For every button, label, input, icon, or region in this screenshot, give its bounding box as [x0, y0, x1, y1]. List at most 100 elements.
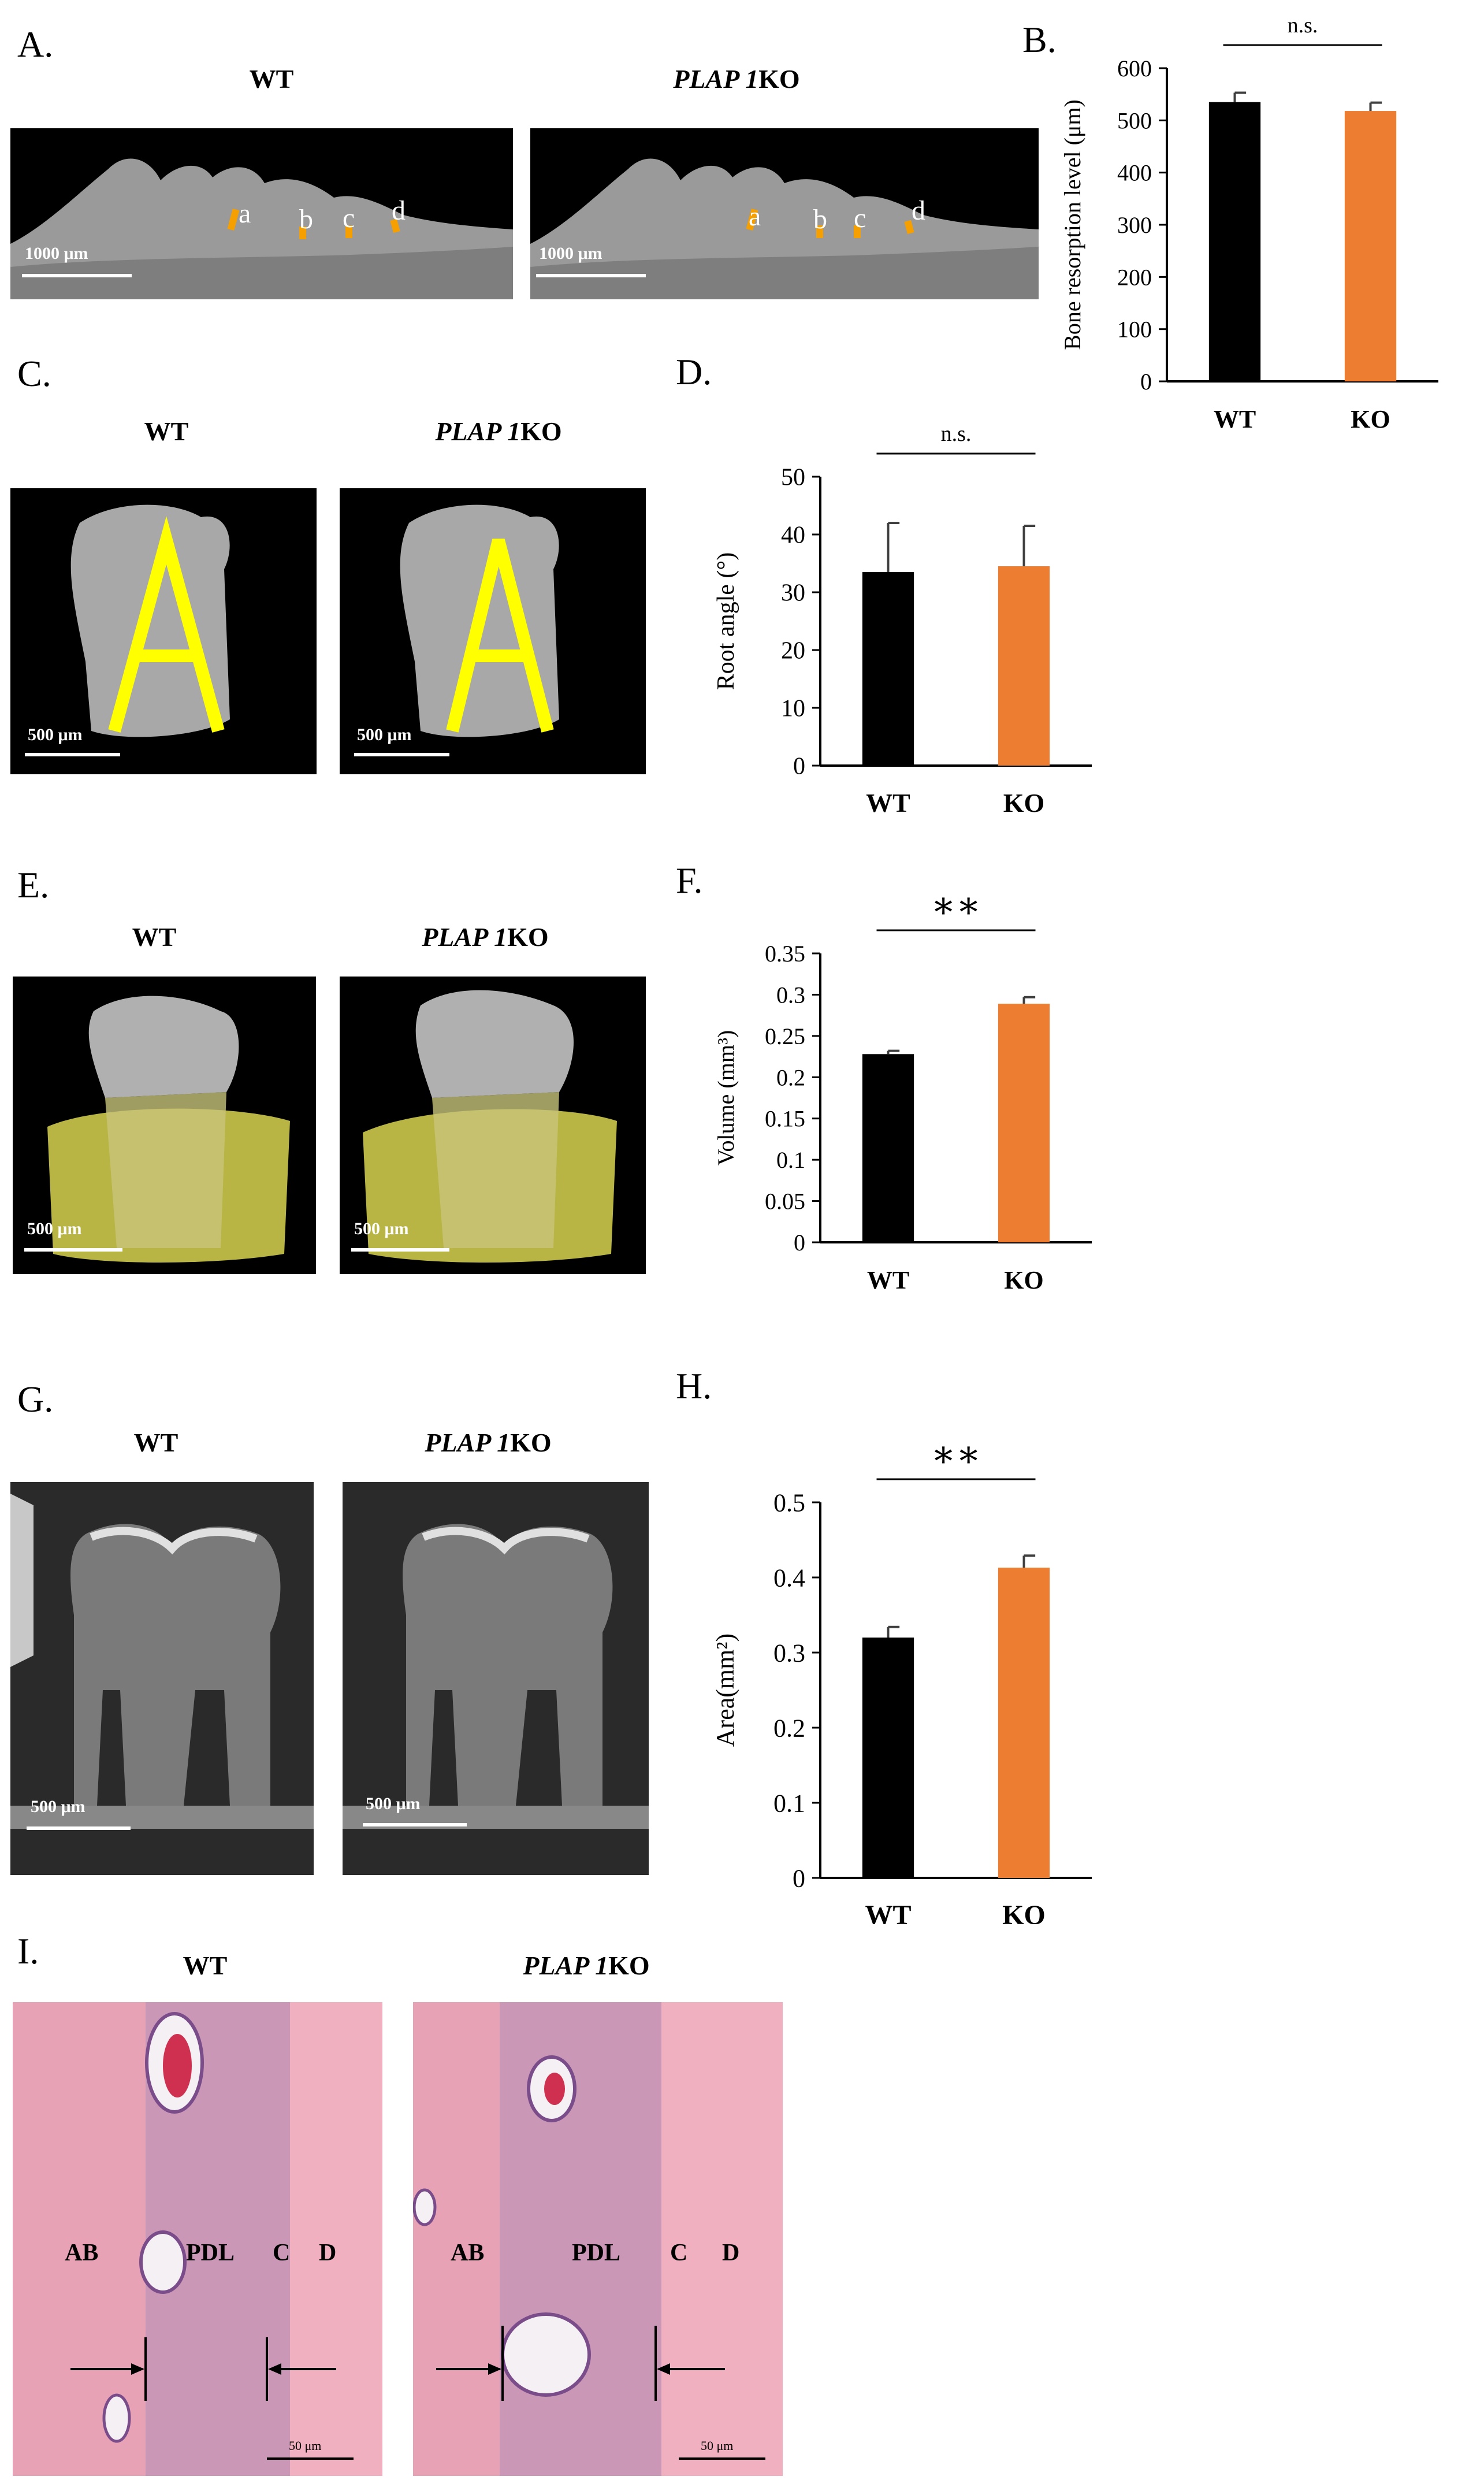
panel-i-wt-scale-label: 50 μm [289, 2438, 322, 2453]
x-tick-label: WT [1214, 405, 1256, 433]
y-tick-label: 0 [794, 1230, 805, 1256]
y-axis-label: Root angle (°) [713, 552, 739, 690]
panel-i-ko-scale-label: 50 μm [701, 2438, 734, 2453]
panel-a-ko-scale-bar [536, 274, 646, 277]
label-ab-wt: AB [65, 2240, 99, 2266]
chart-b: B. 0 100 200 300 400 500 600 Bone resorption lev… [1022, 13, 1438, 433]
jaw-rendering-wt [10, 128, 513, 299]
panel-label: F. [676, 860, 702, 901]
bar-ko [1344, 111, 1397, 381]
bar-ko [998, 1004, 1050, 1242]
panel-label-e: E. [17, 864, 50, 905]
y-tick-label: 0 [793, 1864, 805, 1892]
panel-g-ko-title: PLAP 1KO [425, 1428, 552, 1457]
bar-wt [862, 1638, 914, 1878]
tooth-root-angle-wt [70, 504, 230, 737]
label-c-wt: C [273, 2240, 291, 2266]
chart-d: D. 0 10 20 30 40 50 Root angle (°) WT KO n.s. [676, 351, 1092, 818]
jaw-rendering-ko [530, 128, 1039, 299]
bar-wt [862, 572, 914, 766]
label-c-ko: C [670, 2240, 688, 2266]
point-b-label-ko: b [813, 204, 827, 235]
significance-label: ∗∗ [931, 1434, 981, 1475]
x-tick-label: WT [865, 1900, 911, 1924]
point-c-label: c [343, 203, 355, 233]
y-tick-label: 500 [1117, 107, 1152, 133]
y-tick-label: 30 [781, 580, 805, 607]
panel-i-ko-title: PLAP 1KO [523, 1951, 650, 1980]
y-tick-label: 50 [781, 465, 805, 491]
panel-label: D. [676, 351, 712, 392]
y-axis-label: Area(mm²) [711, 1633, 739, 1747]
x-tick-label: KO [1002, 1900, 1046, 1924]
panel-a-wt-microct-image: 1000 μm a b c d [10, 128, 513, 299]
bar-ko [998, 1568, 1050, 1878]
y-tick-label: 10 [781, 696, 805, 722]
panel-c-ko-scale-bar [354, 753, 449, 756]
panel-a-wt-title: WT [249, 64, 294, 94]
point-a-label-ko: a [749, 201, 761, 232]
bar-wt [862, 1054, 914, 1242]
panel-i-ko-histology: AB PDL C D 50 μm [413, 2002, 783, 2476]
panel-e-ko-scale-label: 500 μm [354, 1219, 409, 1238]
y-tick-label: 0.2 [773, 1714, 805, 1742]
y-axis-label: Volume (mm³) [713, 1030, 739, 1166]
panel-label: H. [676, 1365, 712, 1406]
panel-c-wt-title: WT [144, 417, 189, 446]
label-d-ko: D [722, 2240, 740, 2266]
panel-a-ko-microct-image: 1000 μm a b c d [530, 128, 1039, 299]
panel-a-wt-scale-label: 1000 μm [25, 244, 88, 263]
panel-e-wt-title: WT [132, 922, 177, 952]
y-axis-label: Bone resorption level (μm) [1059, 99, 1085, 350]
label-ab-ko: AB [451, 2240, 485, 2266]
y-tick-label: 0.25 [765, 1023, 805, 1049]
point-b-label: b [299, 204, 313, 235]
panel-c-wt-tooth-image: 500 μm [10, 488, 317, 774]
panel-g-wt-ct-section: 500 μm [10, 1482, 314, 1875]
panel-c-ko-title: PLAP 1KO [435, 417, 562, 446]
panel-e-ko-volume-image: 500 μm [340, 977, 646, 1274]
bar-ko [998, 566, 1050, 766]
panel-c-ko-scale-label: 500 μm [357, 725, 412, 744]
x-tick-label: WT [867, 1266, 909, 1294]
panel-g-ko-scale-label: 500 μm [366, 1794, 421, 1813]
significance-label: ∗∗ [931, 885, 981, 926]
point-c-label-ko: c [854, 203, 866, 233]
panel-label-c: C. [17, 353, 51, 394]
significance-label: n.s. [941, 422, 972, 446]
panel-label: B. [1022, 19, 1057, 60]
panel-e-ko-title: PLAP 1KO [422, 922, 549, 952]
panel-a-ko-title: PLAP 1KO [673, 64, 800, 94]
chart-f: F. 0 0.05 0.1 0.15 0.2 0.25 0.3 0.35 Volume (mm³)… [676, 860, 1092, 1294]
y-tick-label: 0 [793, 753, 805, 780]
histology-ko [413, 2002, 783, 2476]
tooth-bone-volume-wt [47, 996, 290, 1263]
y-tick-label: 0.1 [776, 1147, 805, 1173]
panel-g-wt-title: WT [133, 1428, 178, 1457]
label-d-wt: D [319, 2240, 337, 2266]
y-tick-label: 0.05 [765, 1189, 805, 1215]
panel-i-wt-title: WT [183, 1951, 228, 1980]
panel-label-g: G. [17, 1379, 54, 1420]
panel-e-wt-scale-label: 500 μm [27, 1219, 82, 1238]
y-tick-label: 0.4 [773, 1564, 805, 1592]
y-tick-label: 200 [1117, 264, 1152, 290]
y-tick-label: 0.3 [773, 1639, 805, 1667]
panel-e-ko-scale-bar [351, 1248, 449, 1252]
y-tick-label: 0.1 [773, 1789, 805, 1817]
label-pdl-ko: PDL [572, 2240, 620, 2266]
y-tick-label: 0.2 [776, 1064, 805, 1090]
y-tick-label: 600 [1117, 55, 1152, 81]
panel-g-wt-scale-label: 500 μm [31, 1797, 85, 1816]
ct-section-wt [10, 1482, 314, 1875]
bar-wt [1208, 102, 1261, 381]
ct-section-ko [343, 1482, 649, 1875]
panel-e-wt-scale-bar [24, 1248, 122, 1252]
y-tick-label: 20 [781, 638, 805, 664]
panel-g-ko-scale-bar [363, 1823, 467, 1826]
panel-c-ko-tooth-image: 500 μm [340, 488, 646, 774]
y-tick-label: 40 [781, 522, 805, 549]
x-tick-label: KO [1004, 1266, 1043, 1294]
y-tick-label: 0.35 [765, 941, 805, 967]
point-d-label: d [392, 195, 406, 226]
